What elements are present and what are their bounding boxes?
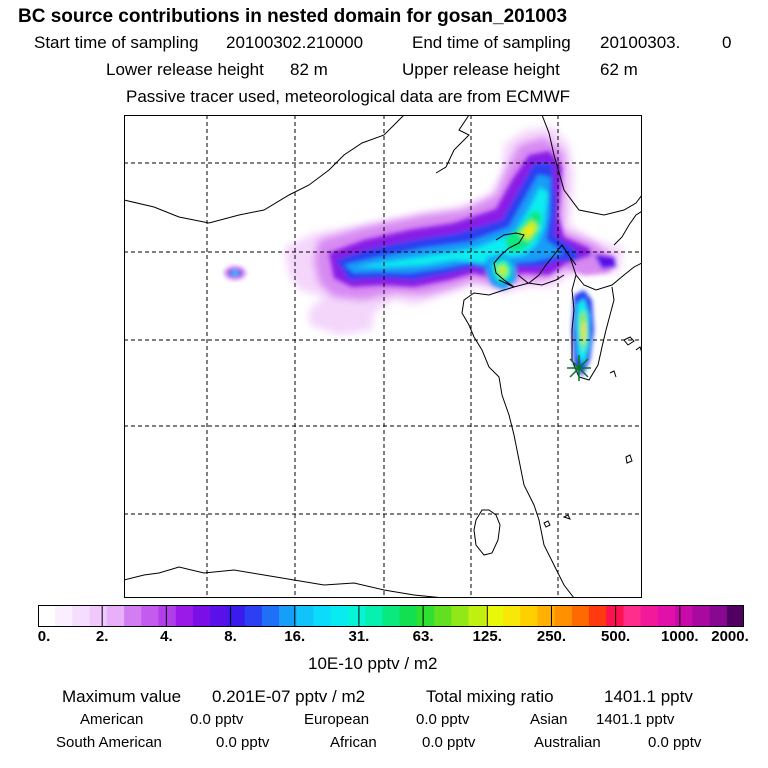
colorbar-swatch (72, 605, 91, 627)
african-label: African (330, 734, 377, 751)
colorbar-swatch (399, 605, 418, 627)
colorbar-swatch (227, 605, 246, 627)
colorbar (38, 605, 744, 627)
colorbar-swatch (468, 605, 487, 627)
total-mixing-label: Total mixing ratio (426, 687, 554, 706)
south-american-value: 0.0 pptv (216, 734, 270, 751)
colorbar-swatch (726, 605, 744, 627)
colorbar-swatch (571, 605, 590, 627)
colorbar-swatch (347, 605, 366, 627)
colorbar-swatch (175, 605, 194, 627)
asian-label: Asian (530, 711, 568, 728)
colorbar-frame (38, 605, 744, 627)
south-american-label: South American (56, 734, 162, 751)
colorbar-swatch (416, 605, 435, 627)
upper-height-label: Upper release height (402, 60, 560, 79)
colorbar-tick-label: 2000. (711, 628, 749, 645)
colorbar-swatch (141, 605, 160, 627)
colorbar-unit: 10E-10 pptv / m2 (308, 654, 438, 673)
colorbar-swatch (589, 605, 607, 627)
colorbar-swatch (313, 605, 332, 627)
start-time-label: Start time of sampling (34, 33, 199, 52)
colorbar-tick-label: 31. (348, 628, 370, 645)
colorbar-swatch (657, 605, 676, 627)
start-time-value: 20100302.210000 (226, 33, 364, 52)
american-label: American (80, 711, 144, 728)
colorbar-tick-label: 1000. (661, 628, 699, 645)
australian-value: 0.0 pptv (648, 734, 702, 751)
colorbar-tick-label: 8. (224, 628, 237, 645)
colorbar-swatch (365, 605, 383, 627)
colorbar-swatch (38, 605, 56, 627)
colorbar-swatch (434, 605, 452, 627)
colorbar-tick-label: 4. (160, 628, 173, 645)
lower-height-value: 82 m (290, 60, 328, 79)
colorbar-swatch (106, 605, 125, 627)
american-value: 0.0 pptv (190, 711, 244, 728)
coastlines (124, 115, 642, 598)
colorbar-swatch (279, 605, 297, 627)
map-panel (124, 115, 642, 598)
european-label: European (304, 711, 370, 728)
colorbar-swatch (296, 605, 315, 627)
max-value-label: Maximum value (62, 687, 182, 706)
end-time-value: 20100303. (600, 33, 681, 52)
asian-value: 1401.1 pptv (596, 711, 675, 728)
map-gridlines (124, 115, 642, 598)
colorbar-swatch (261, 605, 280, 627)
colorbar-tick-label: 63. (412, 628, 434, 645)
colorbar-swatch (502, 605, 521, 627)
colorbar-swatch (244, 605, 263, 627)
colorbar-swatch (640, 605, 659, 627)
colorbar-swatch (89, 605, 108, 627)
colorbar-swatch (192, 605, 211, 627)
map-frame (124, 115, 642, 598)
colorbar-swatch (709, 605, 728, 627)
colorbar-swatch (675, 605, 693, 627)
colorbar-tick-label: 2. (95, 628, 109, 645)
colorbar-tick-label: 0. (37, 628, 51, 645)
colorbar-swatch (537, 605, 556, 627)
colorbar-swatch (330, 605, 349, 627)
colorbar-tick-label: 500. (601, 628, 631, 645)
colorbar-tick-label: 16. (284, 628, 306, 645)
colorbar-swatch (520, 605, 538, 627)
receptor-star-marker (567, 355, 591, 381)
colorbar-swatch (692, 605, 711, 627)
tracer-note: Passive tracer used, meteorological data… (126, 87, 571, 106)
lower-height-label: Lower release height (106, 60, 264, 79)
total-mixing-value: 1401.1 pptv (604, 687, 693, 706)
colorbar-swatch (210, 605, 229, 627)
colorbar-swatch (158, 605, 177, 627)
concentration-plume (224, 127, 624, 377)
colorbar-swatch (554, 605, 573, 627)
max-value: 0.201E-07 pptv / m2 (212, 687, 366, 706)
colorbar-tick-label: 125. (472, 628, 502, 645)
colorbar-swatch (623, 605, 642, 627)
colorbar-swatch (55, 605, 74, 627)
australian-label: Australian (534, 734, 601, 751)
colorbar-tick-label: 250. (536, 628, 567, 645)
african-value: 0.0 pptv (422, 734, 476, 751)
upper-height-value: 62 m (600, 60, 638, 79)
colorbar-swatch (485, 605, 504, 627)
map-title: BC source contributions in nested domain… (18, 6, 568, 27)
european-value: 0.0 pptv (416, 711, 470, 728)
colorbar-swatch (451, 605, 470, 627)
colorbar-swatch (124, 605, 142, 627)
colorbar-swatch (382, 605, 401, 627)
end-time-suffix: 0 (722, 33, 732, 52)
end-time-label: End time of sampling (412, 33, 571, 52)
